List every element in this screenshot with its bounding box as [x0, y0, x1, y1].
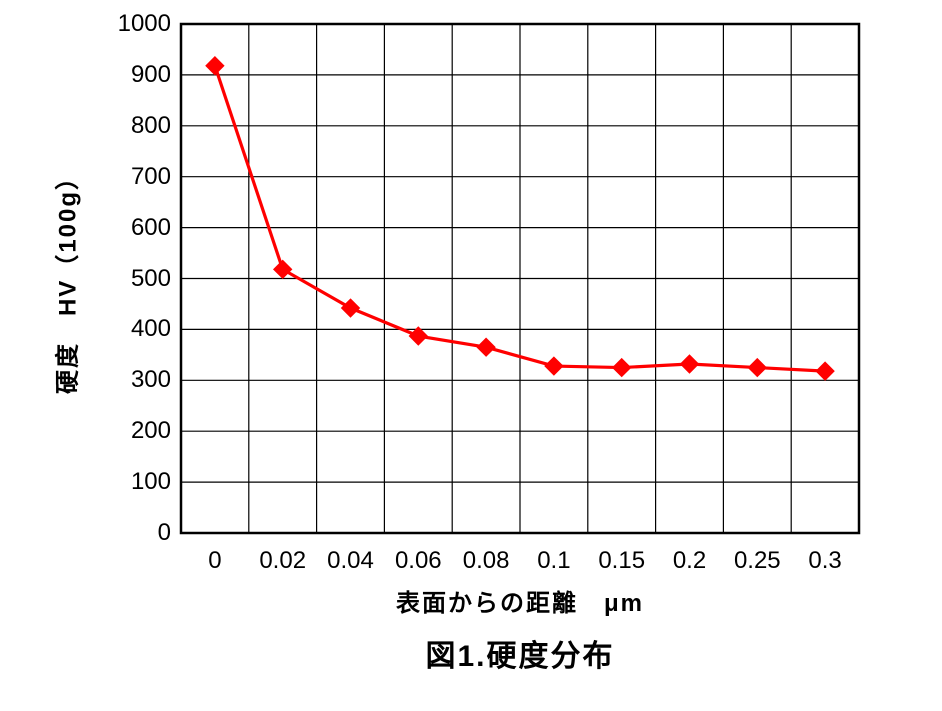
y-tick-label: 0 [101, 519, 171, 547]
x-tick-label: 0 [208, 547, 221, 575]
x-tick-label: 0.25 [734, 547, 781, 575]
x-tick-label: 0.06 [395, 547, 442, 575]
x-tick-label: 0.02 [259, 547, 306, 575]
y-tick-label: 400 [101, 315, 171, 343]
y-tick-label: 1000 [101, 10, 171, 38]
x-tick-label: 0.1 [537, 547, 570, 575]
x-tick-label: 0.2 [673, 547, 706, 575]
y-tick-label: 600 [101, 214, 171, 242]
y-tick-label: 100 [101, 468, 171, 496]
y-axis-label: 硬度 HV（100g） [48, 163, 83, 393]
x-tick-label: 0.04 [327, 547, 374, 575]
x-tick-label: 0.15 [598, 547, 645, 575]
figure-container: 0 100 200 300 400 500 600 700 800 900 1000 0 0.02 0.… [0, 0, 942, 711]
y-tick-label: 500 [101, 265, 171, 293]
y-tick-label: 800 [101, 112, 171, 140]
x-tick-label: 0.3 [808, 547, 841, 575]
x-tick-label: 0.08 [463, 547, 510, 575]
x-axis-label: 表面からの距離 μm [396, 583, 644, 618]
y-tick-label: 300 [101, 366, 171, 394]
y-tick-label: 700 [101, 163, 171, 191]
y-tick-label: 200 [101, 417, 171, 445]
figure-caption: 図1.硬度分布 [425, 631, 614, 675]
y-tick-label: 900 [101, 61, 171, 89]
